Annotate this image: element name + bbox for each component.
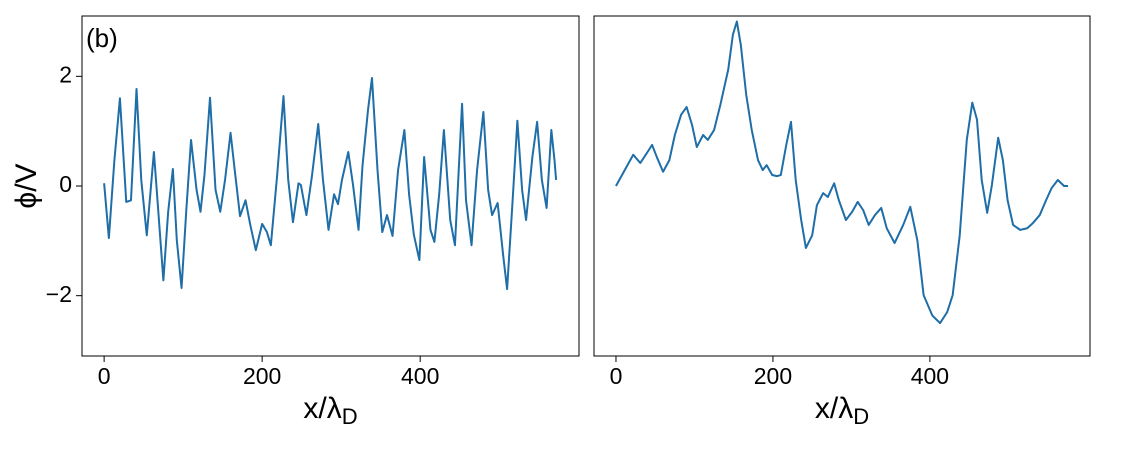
axes-frame [81,15,580,357]
x-axis-label: x/λD [303,392,357,429]
x-tick-label: 0 [98,363,111,389]
y-tick-label: 2 [59,61,72,87]
x-axis-label-main: x/λ [815,392,853,425]
x-tick-label: 400 [911,363,949,389]
x-tick-label: 0 [610,363,623,389]
data-line [103,76,558,291]
x-axis-label-sub: D [853,404,869,429]
x-tick-label: 200 [243,363,281,389]
x-axis-label-sub: D [342,404,358,429]
y-axis-label: ϕ/V [10,163,43,208]
data-line [615,20,1069,325]
axes-frame [593,15,1091,357]
y-tick-label: 0 [59,171,72,197]
annotation: (b) [86,23,118,53]
x-axis-label-main: x/λ [303,392,341,425]
y-tick-label: −2 [46,281,72,307]
x-axis-label: x/λD [815,392,869,429]
x-tick-label: 200 [754,363,792,389]
x-tick-label: 400 [401,363,439,389]
panel: 0 200 400 x/λD [593,15,1091,429]
